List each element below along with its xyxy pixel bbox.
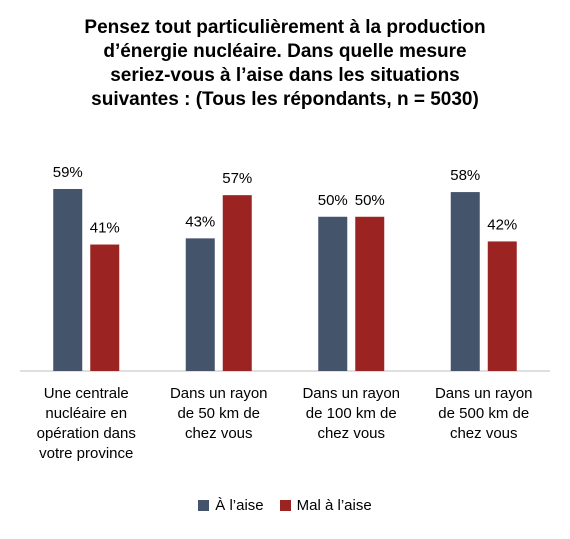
legend-label: À l’aise [215,497,264,514]
data-label: 59% [53,164,83,181]
chart-title: Pensez tout particulièrement à la produc… [20,16,550,112]
category-label-line: chez vous [184,425,253,442]
legend: À l’aise Mal à l’aise [0,497,570,515]
bar-a-l-aise-4 [450,192,480,371]
bar-a-l-aise-3 [318,216,348,371]
category-label-line: Dans un rayon [434,385,533,402]
category-label-line: Dans un rayon [169,385,268,402]
category-label-line: de 500 km de [438,405,530,422]
category-label-line: nucléaire en [45,405,128,422]
category-label-line: Une centrale [43,385,129,402]
bar-a-l-aise-2 [185,238,215,371]
chart-title-line: suivantes : (Tous les répondants, n = 50… [91,89,479,110]
bar-mal-a-l-aise-4 [487,241,517,371]
category-label-line: opération dans [36,425,136,442]
category-label-line: de 100 km de [305,405,397,422]
chart-title-line: Pensez tout particulièrement à la produc… [84,17,486,38]
category-label-line: chez vous [317,425,386,442]
category-label-line: votre province [39,445,134,462]
data-label: 58% [450,167,480,184]
category-label-line: chez vous [449,425,518,442]
legend-item: Mal à l’aise [279,497,372,514]
legend-item: À l’aise [198,497,264,514]
bar-mal-a-l-aise-3 [355,216,385,371]
category-label-line: Dans un rayon [302,385,401,402]
data-label: 50% [318,192,348,209]
chart-title-line: seriez-vous à l’aise dans les situations [110,65,460,86]
data-label: 57% [222,170,252,187]
data-label: 50% [355,192,385,209]
data-label: 42% [487,216,517,233]
chart-title-line: d’énergie nucléaire. Dans quelle mesure [103,41,467,62]
category-label: Dans un rayon de 100 km de chez vous [289,384,413,444]
bar-mal-a-l-aise-1 [90,244,120,371]
legend-swatch [279,500,291,511]
legend-swatch [198,500,210,511]
category-label: Une centrale nucléaire en opération dans vo… [24,384,148,464]
legend-label: Mal à l’aise [296,497,372,514]
category-label: Dans un rayon de 50 km de chez vous [157,384,281,444]
data-label: 43% [185,213,215,230]
bar-a-l-aise-1 [53,189,83,371]
category-label: Dans un rayon de 500 km de chez vous [422,384,546,444]
bar-mal-a-l-aise-2 [222,195,252,371]
data-label: 41% [90,220,120,237]
category-label-line: de 50 km de [177,405,261,422]
